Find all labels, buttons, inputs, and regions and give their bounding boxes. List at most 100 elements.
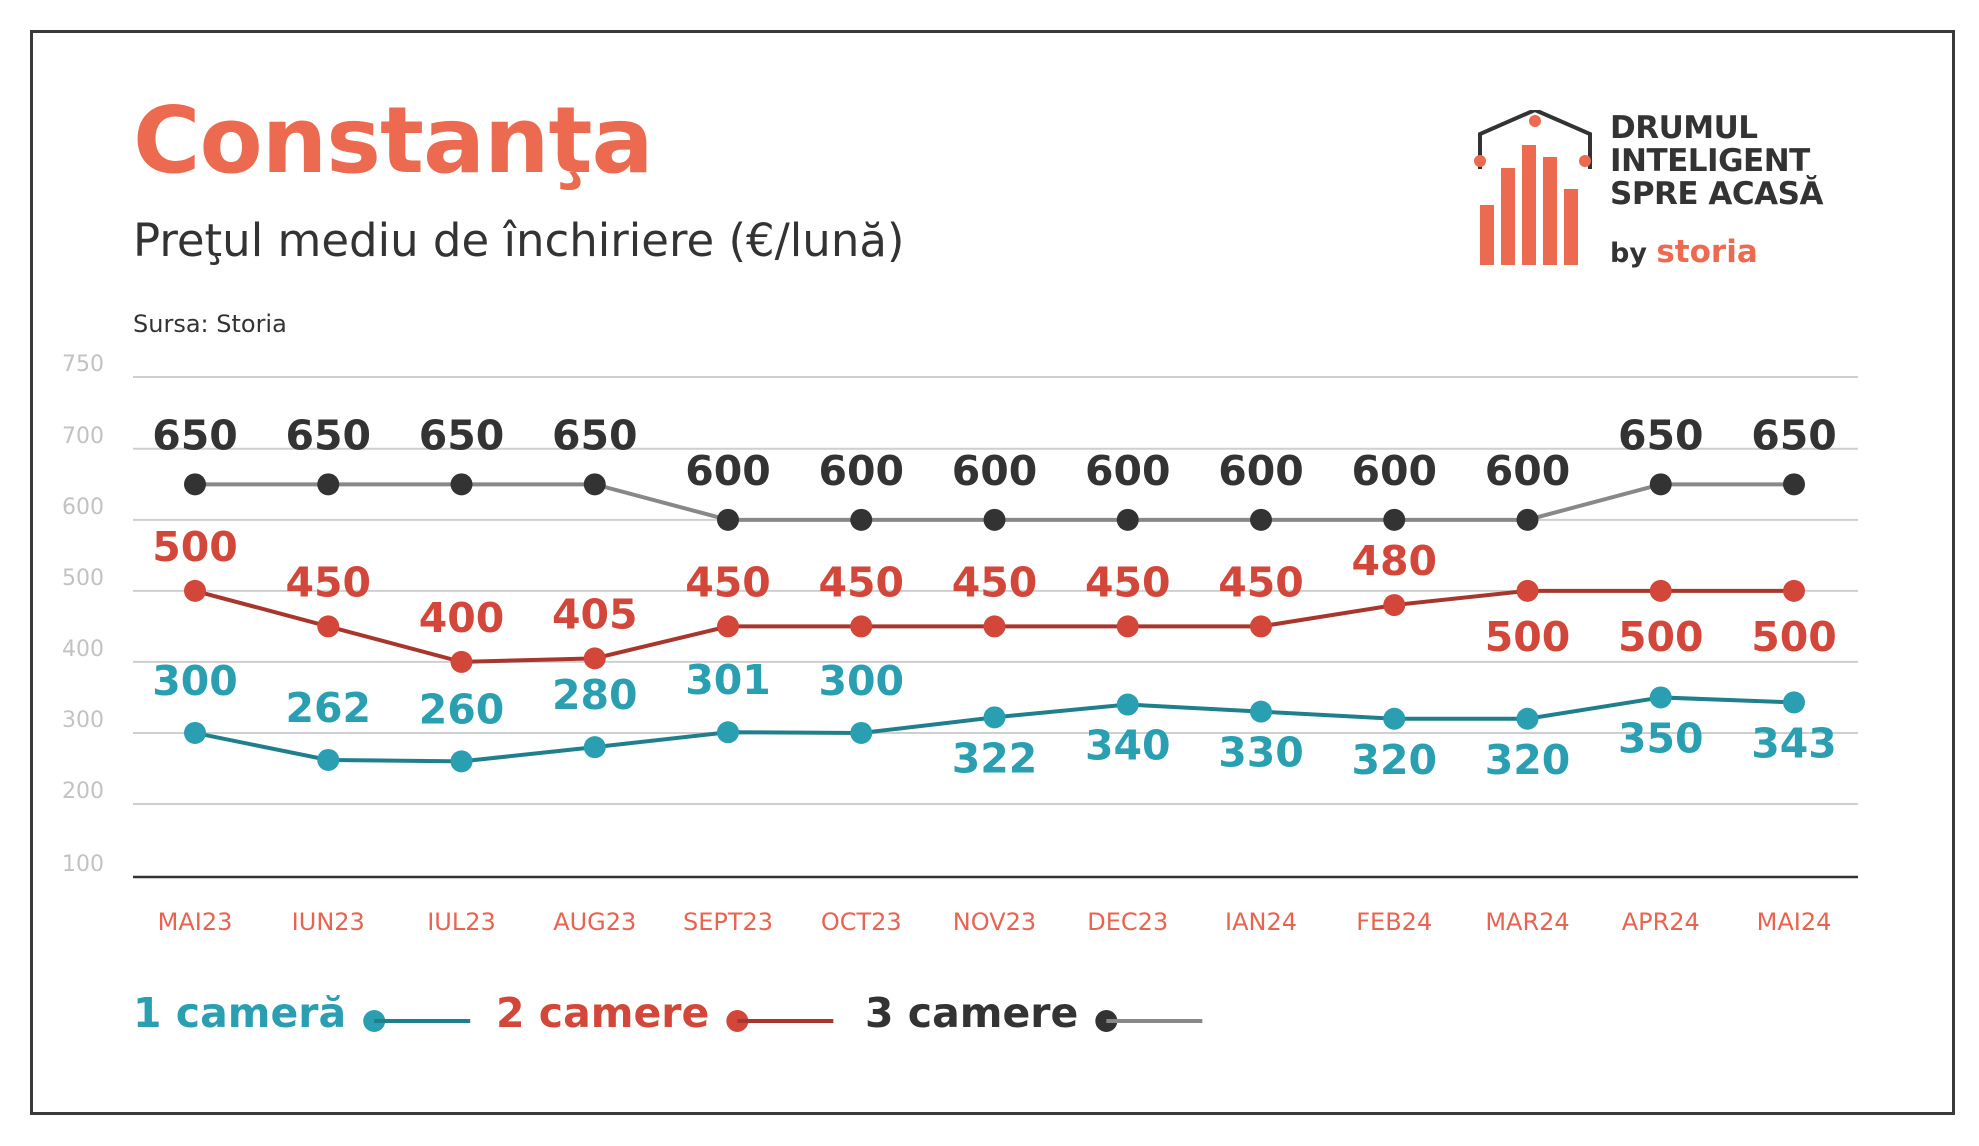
house-bars-icon [1474, 110, 1592, 265]
data-label: 650 [1618, 411, 1704, 459]
data-point [1649, 579, 1672, 602]
data-point [450, 473, 473, 496]
x-tick-label: AUG23 [553, 908, 636, 936]
data-label: 350 [1618, 714, 1704, 762]
data-label: 600 [1218, 447, 1304, 495]
data-label: 400 [419, 594, 505, 642]
data-point [583, 736, 606, 759]
data-label: 600 [952, 447, 1038, 495]
data-point [1783, 473, 1805, 496]
data-label: 650 [152, 411, 238, 459]
data-point [583, 647, 606, 670]
data-label: 500 [152, 523, 238, 571]
x-tick-label: MAI23 [158, 908, 233, 936]
data-label: 450 [285, 558, 371, 606]
data-point [184, 579, 206, 602]
y-tick-label: 500 [62, 566, 104, 591]
legend-item-2-camere: 2 camere [496, 993, 709, 1034]
chart-frame [30, 30, 1955, 1115]
data-label: 340 [1085, 722, 1171, 770]
data-point [450, 650, 473, 673]
data-label: 330 [1218, 729, 1304, 777]
logo-line-2: INTELIGENT [1610, 143, 1810, 179]
data-label: 650 [1751, 411, 1837, 459]
logo-wordmark: DRUMUL INTELIGENT SPRE ACASĂ [1610, 112, 1823, 211]
data-point [850, 615, 873, 638]
y-tick-label: 400 [62, 637, 104, 662]
data-label: 300 [152, 657, 238, 705]
data-label: 450 [1218, 558, 1304, 606]
x-tick-label: APR24 [1622, 908, 1700, 936]
x-tick-label: OCT23 [821, 908, 902, 936]
data-label: 260 [419, 685, 505, 733]
storia-logo: DRUMUL INTELIGENT SPRE ACASĂ by storia [1470, 110, 1870, 270]
legend-item-3-camere: 3 camere [865, 993, 1078, 1034]
logo-line-3: SPRE ACASĂ [1610, 176, 1823, 212]
data-label: 600 [818, 447, 904, 495]
data-label: 500 [1485, 613, 1571, 661]
y-tick-label: 300 [62, 708, 104, 733]
y-tick-label: 750 [62, 352, 104, 377]
y-tick-label: 700 [62, 424, 104, 449]
logo-brand: storia [1656, 234, 1758, 270]
data-point [317, 748, 340, 771]
x-tick-label: NOV23 [953, 908, 1036, 936]
data-label: 320 [1485, 736, 1571, 784]
data-point [1250, 508, 1272, 531]
data-label: 450 [1085, 558, 1171, 606]
logo-line-1: DRUMUL [1610, 110, 1758, 146]
x-tick-label: IUN23 [292, 908, 365, 936]
data-point [1649, 686, 1672, 709]
chart-title: Constanţa [133, 87, 654, 194]
data-label: 262 [285, 684, 371, 732]
data-point [850, 721, 873, 744]
data-point [850, 508, 873, 531]
data-label: 300 [818, 657, 904, 705]
data-point [450, 750, 473, 773]
data-label: 480 [1351, 537, 1437, 585]
data-point [983, 706, 1006, 729]
y-tick-label: 100 [62, 852, 104, 877]
data-point [1250, 700, 1272, 723]
x-tick-label: MAI24 [1757, 908, 1832, 936]
data-label: 450 [952, 558, 1038, 606]
data-label: 280 [552, 671, 638, 719]
x-tick-label: FEB24 [1356, 908, 1432, 936]
legend-label-3-camere: 3 camere [865, 989, 1079, 1037]
data-point [1116, 615, 1139, 638]
data-label: 600 [1085, 447, 1171, 495]
data-point [184, 473, 206, 496]
data-label: 301 [685, 656, 771, 704]
data-point [317, 473, 340, 496]
data-point [1116, 508, 1139, 531]
data-point [1649, 473, 1672, 496]
data-point [1783, 691, 1805, 714]
data-label: 600 [1485, 447, 1571, 495]
data-point [983, 615, 1006, 638]
data-label: 450 [685, 558, 771, 606]
data-label: 650 [285, 411, 371, 459]
source-note: Sursa: Storia [133, 310, 287, 338]
data-label: 322 [952, 734, 1038, 782]
x-tick-label: IAN24 [1225, 908, 1297, 936]
data-point [1383, 707, 1406, 730]
y-tick-label: 600 [62, 495, 104, 520]
x-tick-label: DEC23 [1087, 908, 1168, 936]
data-point [1516, 579, 1539, 602]
legend-item-1-camera: 1 cameră [133, 993, 346, 1034]
data-point [317, 615, 340, 638]
x-tick-label: IUL23 [427, 908, 496, 936]
data-label: 450 [818, 558, 904, 606]
data-point [184, 721, 206, 744]
legend-label-2-camere: 2 camere [496, 989, 710, 1037]
data-label: 405 [552, 590, 638, 638]
data-point [1250, 615, 1272, 638]
data-label: 650 [552, 411, 638, 459]
data-label: 320 [1351, 736, 1437, 784]
data-label: 500 [1751, 613, 1837, 661]
logo-byline: by storia [1610, 234, 1758, 270]
data-point [1516, 707, 1539, 730]
data-point [717, 615, 739, 638]
y-tick-label: 200 [62, 779, 104, 804]
